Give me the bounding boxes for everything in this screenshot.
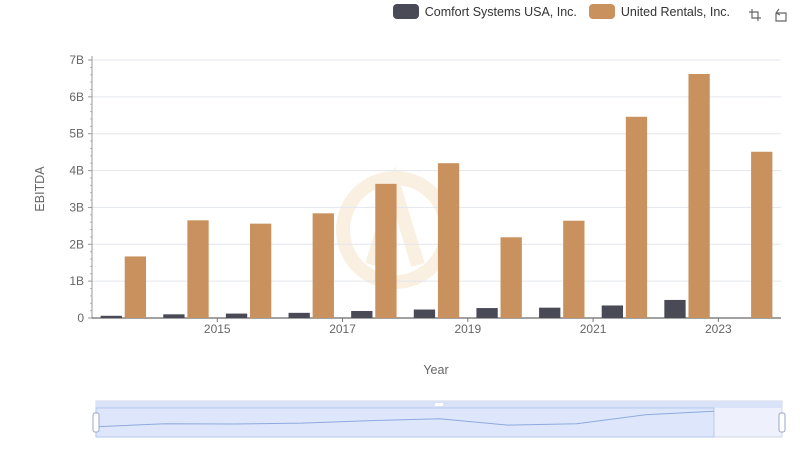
y-tick-label: 3B	[69, 200, 84, 214]
y-axis-title: EBITDA	[33, 166, 47, 212]
bar-united-rentals-2024	[751, 151, 773, 318]
x-tick-label: 2015	[204, 322, 231, 336]
toolbox	[746, 6, 790, 24]
legend-label-comfort-systems: Comfort Systems USA, Inc.	[424, 4, 577, 19]
legend: Comfort Systems USA, Inc. United Rentals…	[392, 4, 730, 19]
bar-comfort-systems-2015	[163, 314, 185, 318]
bar-comfort-systems-2018	[351, 310, 373, 318]
legend-label-united-rentals: United Rentals, Inc.	[620, 4, 730, 19]
legend-item-united-rentals[interactable]: United Rentals, Inc.	[588, 4, 730, 19]
data-zoom-handle-right[interactable]	[778, 412, 786, 433]
bar-comfort-systems-2021	[539, 307, 561, 318]
y-tick-label: 5B	[69, 127, 84, 141]
legend-swatch-united-rentals	[588, 4, 615, 19]
y-tick-label: 4B	[69, 164, 84, 178]
x-tick-label: 2023	[705, 322, 732, 336]
y-tick-label: 6B	[69, 90, 84, 104]
data-zoom-handle-left[interactable]	[92, 412, 100, 433]
bar-comfort-systems-2016	[225, 313, 248, 318]
legend-item-comfort-systems[interactable]: Comfort Systems USA, Inc.	[392, 4, 577, 19]
bar-united-rentals-2017	[312, 213, 334, 318]
bar-comfort-systems-2022	[601, 305, 623, 318]
bar-comfort-systems-2017	[288, 312, 310, 318]
bar-comfort-systems-2014	[100, 315, 122, 318]
zoom-icon[interactable]	[746, 6, 764, 24]
bar-united-rentals-2019	[437, 163, 460, 318]
bar-united-rentals-2016	[250, 223, 272, 318]
data-zoom-preview-line	[95, 410, 715, 428]
bar-comfort-systems-2023	[664, 299, 686, 318]
x-tick-label: 2017	[329, 322, 356, 336]
data-zoom-drag-grip[interactable]	[435, 403, 443, 406]
bar-united-rentals-2023	[688, 74, 710, 319]
restore-icon[interactable]	[772, 6, 790, 24]
y-tick-label: 7B	[69, 53, 84, 67]
bar-united-rentals-2020	[500, 237, 522, 318]
bar-comfort-systems-2020	[476, 308, 498, 318]
bar-united-rentals-2018	[375, 183, 397, 318]
data-zoom-slider	[92, 400, 786, 438]
y-tick-label: 1B	[69, 274, 84, 288]
bar-comfort-systems-2019	[413, 309, 436, 318]
x-axis-title: Year	[423, 363, 448, 377]
bar-united-rentals-2022	[625, 116, 648, 318]
x-tick-label: 2019	[454, 322, 481, 336]
y-tick-label: 0	[77, 311, 84, 325]
bar-united-rentals-2021	[563, 220, 585, 318]
data-zoom-window	[95, 407, 715, 438]
y-tick-label: 2B	[69, 237, 84, 251]
bar-united-rentals-2015	[187, 220, 209, 318]
bar-united-rentals-2014	[124, 256, 147, 318]
x-tick-label: 2021	[580, 322, 607, 336]
legend-swatch-comfort-systems	[392, 4, 419, 19]
